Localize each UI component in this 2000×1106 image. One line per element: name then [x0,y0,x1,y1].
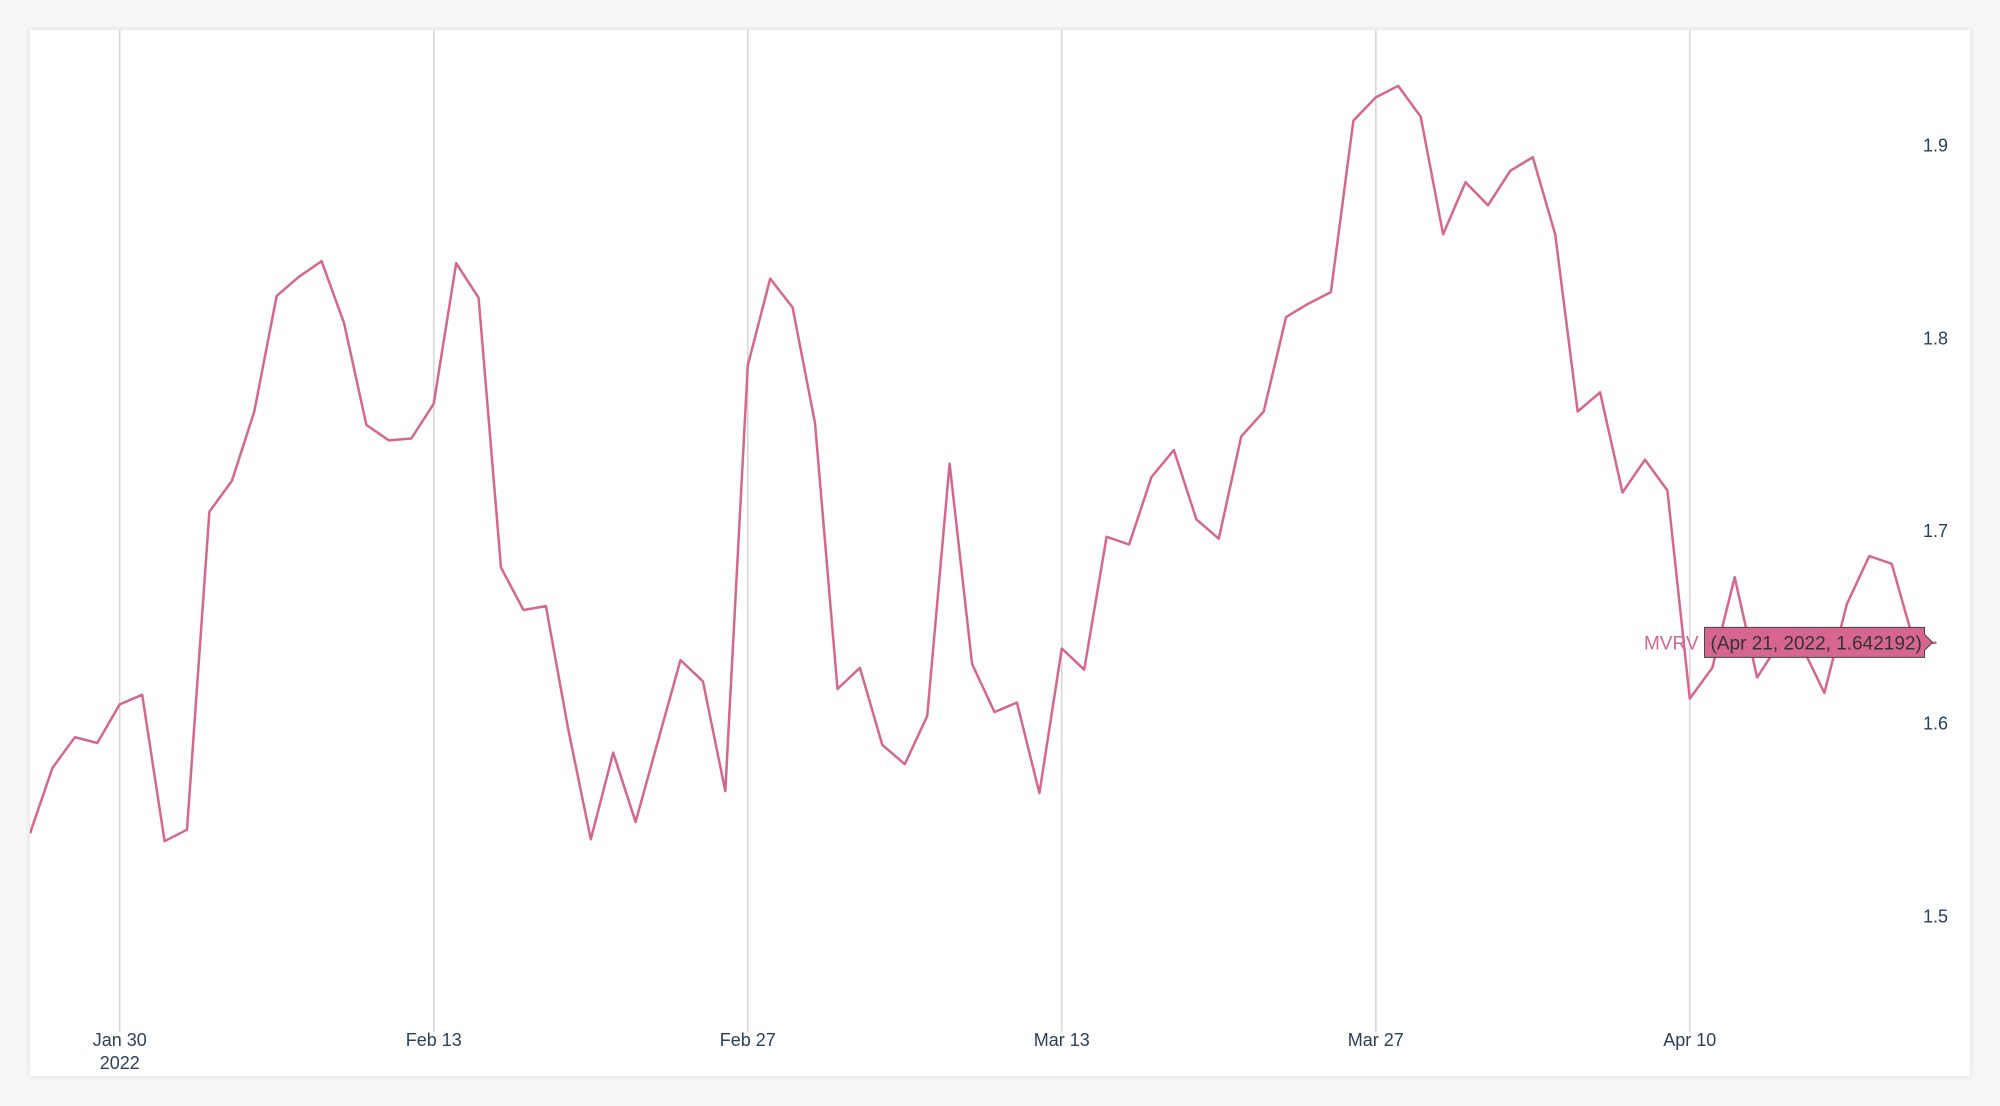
y-tick-label: 1.7 [1923,521,1948,541]
hover-tooltip-box [1704,626,1934,658]
hover-tooltip-text: (Apr 21, 2022, 1.642192) [1711,633,1922,654]
y-tick-label: 1.5 [1923,906,1948,926]
series-line-mvrv[interactable] [30,84,1937,843]
x-tick-sublabel: 2022 [100,1053,140,1073]
x-tick-label: Jan 30 [93,1030,147,1050]
x-tick-label: Feb 13 [406,1030,462,1050]
y-axis: 1.5 1.6 1.7 1.8 1.9 [1923,136,1948,927]
x-axis: Jan 30 2022 Feb 13 Feb 27 Mar 13 Mar 27 Apr 10 [93,1030,1717,1073]
x-tick-label: Mar 13 [1034,1030,1090,1050]
y-tick-label: 1.8 [1923,328,1948,348]
x-tick-label: Apr 10 [1663,1030,1716,1050]
hover-series-name: MVRV [1644,633,1699,654]
chart-card: Jan 30 2022 Feb 13 Feb 27 Mar 13 Mar 27 Apr 10… [30,30,1970,1076]
x-tick-label: Mar 27 [1348,1030,1404,1050]
y-tick-label: 1.6 [1923,714,1948,734]
x-gridlines [118,30,1691,1032]
x-tick-label: Feb 27 [720,1030,776,1050]
series-layer [30,84,1937,843]
mvrv-line-chart[interactable]: Jan 30 2022 Feb 13 Feb 27 Mar 13 Mar 27 Apr 10… [30,30,1970,1076]
hover-tooltip: (Apr 21, 2022, 1.642192) MVRV [1644,626,1934,658]
y-tick-label: 1.9 [1923,136,1948,156]
